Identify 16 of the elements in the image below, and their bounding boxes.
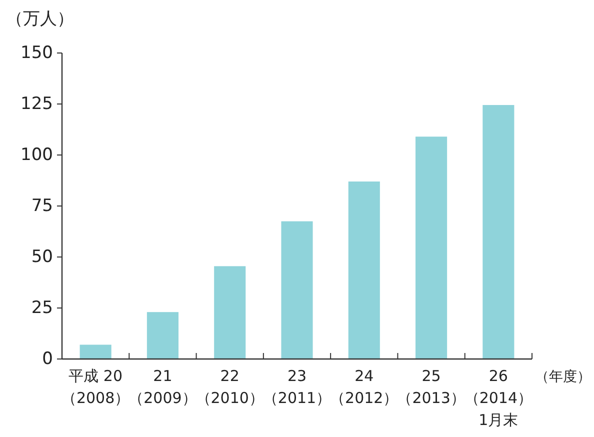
y-tick-label: 0 (42, 349, 53, 369)
x-tick-label: 24 （2012） (330, 367, 398, 407)
y-tick-label: 125 (20, 94, 53, 114)
x-tick-label: 26 （2014） 1月末 (464, 367, 533, 429)
x-tick-label: 25 （2013） (397, 367, 466, 407)
y-axis-title: （万人） (6, 9, 74, 29)
x-tick-label: 平成 20 （2008） (61, 367, 130, 407)
y-tick-label: 100 (20, 145, 53, 165)
x-tick-label: 22 （2010） (196, 367, 264, 407)
y-tick-label: 25 (31, 298, 53, 318)
y-tick-label: 150 (20, 43, 53, 63)
x-tick-label: 23 （2011） (262, 367, 332, 407)
y-tick-label: 50 (31, 247, 53, 267)
x-tick-label: 21 （2009） (128, 367, 197, 407)
y-tick-label: 75 (31, 196, 53, 216)
x-axis-title: （年度） (535, 369, 591, 385)
